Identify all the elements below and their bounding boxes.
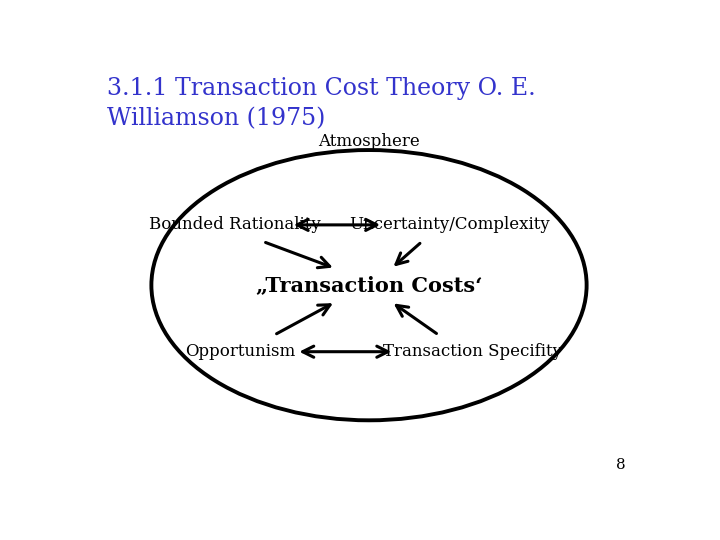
Text: Bounded Rationality: Bounded Rationality (149, 217, 321, 233)
Text: „Transaction Costs‘: „Transaction Costs‘ (256, 275, 482, 295)
Text: Opportunism: Opportunism (186, 343, 296, 360)
Text: 3.1.1 Transaction Cost Theory O. E.
Williamson (1975): 3.1.1 Transaction Cost Theory O. E. Will… (107, 77, 536, 131)
Text: Transaction Specifity: Transaction Specifity (383, 343, 562, 360)
Text: Uncertainty/Complexity: Uncertainty/Complexity (349, 217, 550, 233)
Text: Atmosphere: Atmosphere (318, 133, 420, 150)
Text: 8: 8 (616, 458, 626, 472)
